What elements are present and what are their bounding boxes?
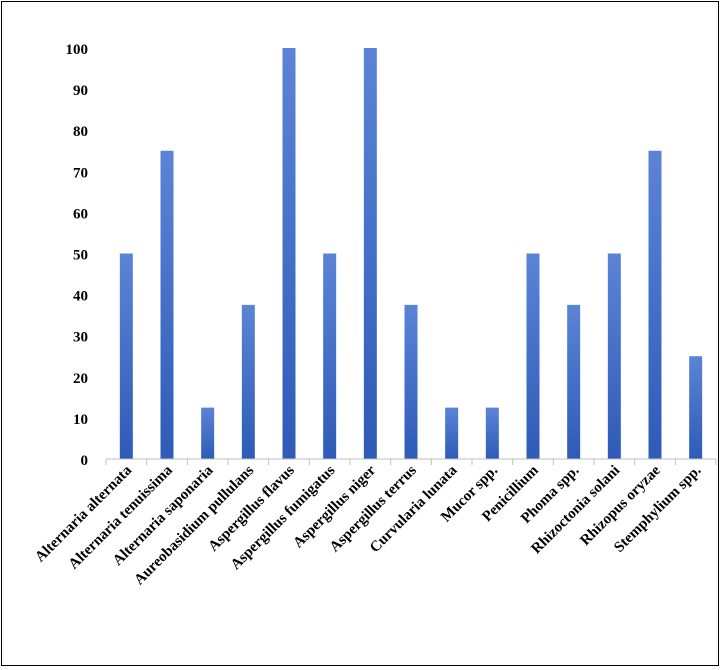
y-tick-label: 80 xyxy=(73,124,88,140)
bar xyxy=(689,356,703,459)
y-tick-label: 50 xyxy=(73,248,88,264)
bar xyxy=(241,304,255,459)
y-tick-label: 90 xyxy=(73,83,88,99)
y-tick-label: 0 xyxy=(81,453,89,469)
bar xyxy=(160,150,174,459)
bar xyxy=(648,150,662,459)
y-tick-label: 70 xyxy=(73,165,88,181)
y-tick-label: 20 xyxy=(73,371,88,387)
bar xyxy=(404,304,418,459)
bar xyxy=(119,253,133,459)
bar xyxy=(445,407,459,459)
bar xyxy=(485,407,499,459)
y-axis-ticks: 0 10 20 30 40 50 60 70 80 90 100 xyxy=(66,42,89,469)
bar xyxy=(201,407,215,459)
y-tick-label: 10 xyxy=(73,412,88,428)
bar xyxy=(607,253,621,459)
bars xyxy=(119,48,703,459)
bar xyxy=(282,48,296,459)
y-tick-label: 60 xyxy=(73,206,88,222)
y-tick-label: 100 xyxy=(66,42,89,58)
x-axis-tick-marks xyxy=(105,459,717,465)
bar xyxy=(323,253,337,459)
y-tick-label: 40 xyxy=(73,289,88,305)
bar xyxy=(567,304,581,459)
bar xyxy=(526,253,540,459)
y-tick-label: 30 xyxy=(73,330,88,346)
bar xyxy=(363,48,377,459)
